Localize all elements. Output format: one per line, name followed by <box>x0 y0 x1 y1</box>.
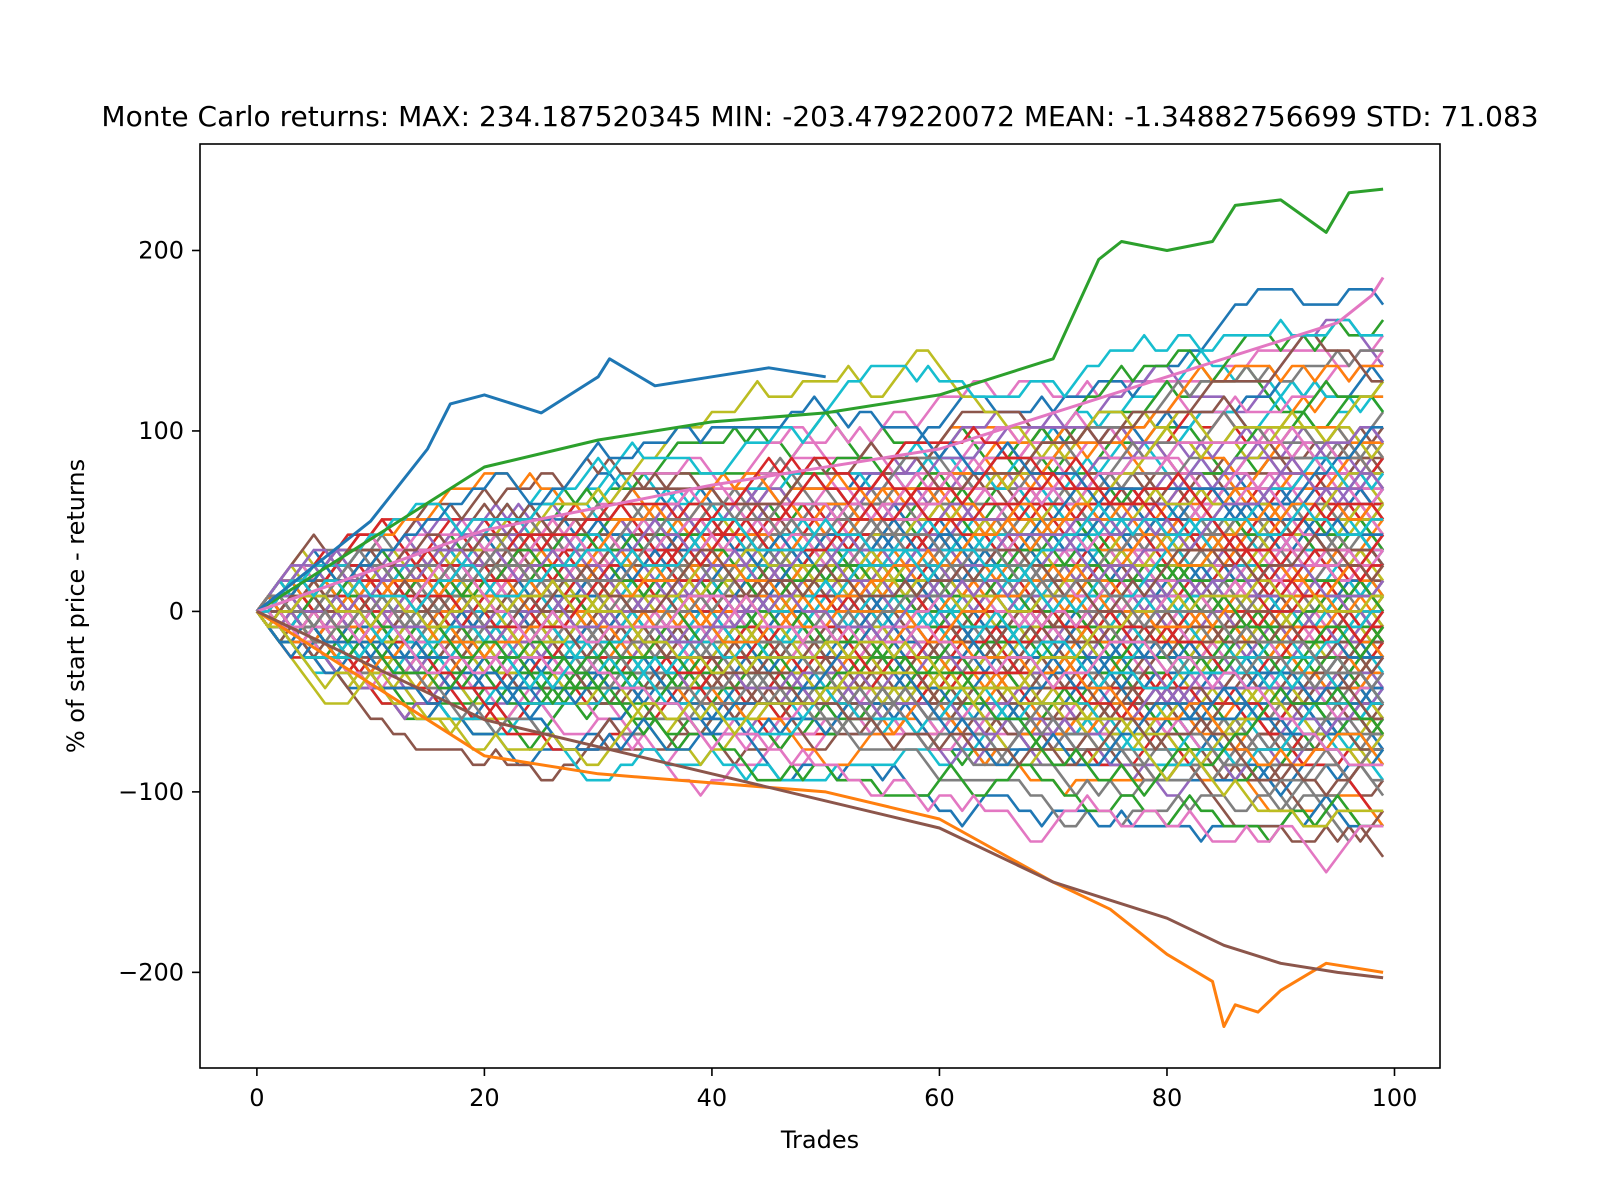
x-axis: 0 20 40 60 80 100 <box>249 1068 1417 1112</box>
simulation-path <box>256 502 1384 613</box>
x-tick-label: 60 <box>924 1084 955 1112</box>
simulation-path <box>256 425 1385 613</box>
y-tick-label: −200 <box>118 958 184 986</box>
y-tick-label: 100 <box>138 417 184 445</box>
x-axis-label: Trades <box>780 1126 859 1154</box>
simulation-path <box>255 610 1385 767</box>
y-axis: −200 −100 0 100 200 <box>118 236 200 986</box>
y-tick-label: 200 <box>138 236 184 264</box>
simulation-path <box>255 502 1385 705</box>
simulation-path <box>256 395 1384 613</box>
simulation-path <box>256 610 1384 874</box>
y-tick-label: −100 <box>118 778 184 806</box>
plot-frame <box>199 143 1441 1069</box>
simulation-path <box>255 579 1384 767</box>
y-tick-label: 0 <box>169 597 184 625</box>
x-tick-label: 0 <box>249 1084 264 1112</box>
x-tick-label: 80 <box>1152 1084 1183 1112</box>
extreme-path <box>256 187 1384 613</box>
extreme-path <box>255 357 826 613</box>
y-axis-label: % of start price - returns <box>62 459 90 753</box>
simulation-path <box>255 579 1384 797</box>
extreme-path <box>256 610 1384 1028</box>
simulation-path <box>255 333 1384 613</box>
chart-title: Monte Carlo returns: MAX: 234.187520345 … <box>101 100 1538 133</box>
extreme-path <box>256 276 1385 613</box>
x-tick-label: 100 <box>1372 1084 1418 1112</box>
simulation-path <box>255 518 1385 613</box>
extreme-path <box>256 610 1384 980</box>
x-tick-label: 40 <box>697 1084 728 1112</box>
x-tick-label: 20 <box>469 1084 500 1112</box>
simulation-path <box>256 425 1384 613</box>
simulation-path <box>255 456 1385 629</box>
series-layer <box>255 187 1385 1028</box>
simulation-path <box>255 579 1384 828</box>
